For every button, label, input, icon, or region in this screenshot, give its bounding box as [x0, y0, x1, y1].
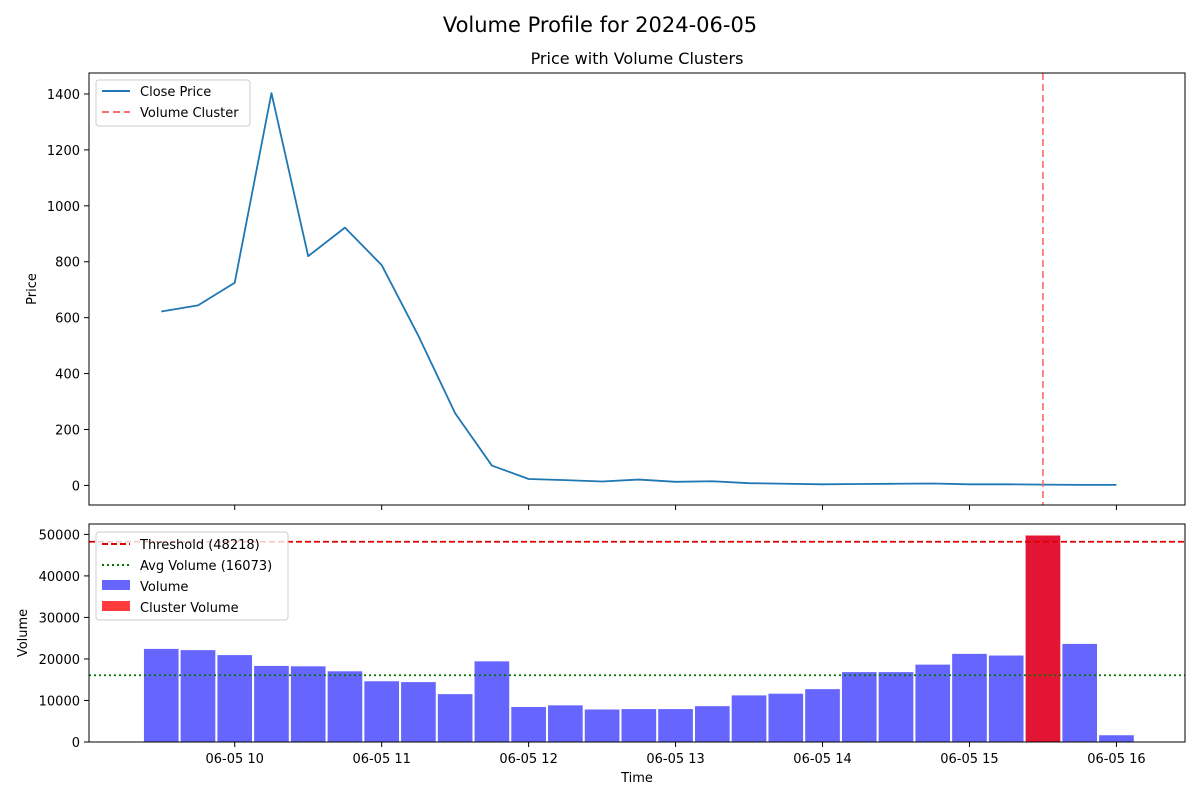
volume-bar [437, 693, 474, 743]
volume-bar [400, 681, 437, 743]
price-plot-frame [88, 72, 1186, 506]
price-legend-box [95, 79, 251, 127]
volume-bar [363, 680, 400, 743]
volume-plot-frame [88, 523, 1186, 743]
price-plot-area [89, 73, 1185, 505]
volume-x-tick-label: 06-05 11 [352, 752, 410, 767]
volume-legend: Threshold (48218) Avg Volume (16073) Vol… [95, 531, 289, 621]
volume-legend-box [95, 531, 289, 621]
volume-bar [804, 688, 841, 743]
volume-bar [620, 708, 657, 743]
volume-x-ticks: 06-05 10 06-05 11 06-05 12 06-05 13 06-05 14… [205, 742, 1146, 767]
price-y-tick-label: 0 [72, 479, 80, 494]
volume-bar [878, 671, 914, 743]
price-y-tick-label: 1000 [47, 200, 80, 215]
price-y-tick-label: 800 [55, 256, 80, 271]
volume-bar [731, 694, 767, 743]
volume-bar [473, 660, 510, 743]
legend-cluster-volume-swatch [102, 601, 130, 611]
price-panel: 0 200 400 600 800 1000 1200 1400 Price Close Pr… [25, 72, 1186, 510]
volume-y-tick-label: 30000 [39, 611, 80, 626]
volume-bar [326, 670, 363, 743]
volume-x-axis-label: Time [620, 771, 653, 786]
volume-x-tick-label: 06-05 10 [205, 752, 263, 767]
close-price-line [161, 92, 1117, 486]
volume-bar [253, 665, 290, 743]
volume-y-tick-label: 40000 [39, 570, 80, 585]
volume-bar [143, 648, 180, 743]
volume-y-axis-label: Volume [16, 609, 31, 657]
volume-bar [510, 706, 547, 743]
price-y-ticks: 0 200 400 600 800 1000 1200 1400 [47, 88, 89, 494]
chart-title: Volume Profile for 2024-06-05 [443, 13, 757, 37]
volume-x-tick-label: 06-05 14 [793, 752, 851, 767]
volume-y-ticks: 0 10000 20000 30000 40000 50000 [39, 528, 89, 751]
volume-plot-content [89, 534, 1185, 743]
volume-x-tick-label: 06-05 16 [1087, 752, 1145, 767]
price-y-tick-label: 600 [55, 312, 80, 327]
price-y-tick-label: 200 [55, 424, 80, 439]
legend-avg-volume: Avg Volume (16073) [140, 559, 272, 574]
volume-bar [1098, 734, 1135, 743]
volume-y-tick-label: 10000 [39, 694, 80, 709]
price-plot-content [161, 73, 1117, 505]
price-y-tick-label: 400 [55, 368, 80, 383]
volume-bar [547, 704, 584, 743]
price-y-tick-label: 1400 [47, 88, 80, 103]
volume-bar [767, 693, 804, 743]
volume-bar [914, 664, 951, 743]
volume-bar [657, 708, 694, 743]
volume-y-tick-label: 50000 [39, 528, 80, 543]
legend-close-price: Close Price [140, 85, 211, 100]
price-y-axis-label: Price [25, 273, 40, 305]
volume-bar [290, 665, 327, 743]
legend-cluster-volume: Cluster Volume [140, 601, 239, 616]
cluster-volume-bar [1025, 534, 1061, 743]
price-legend: Close Price Volume Cluster [95, 79, 251, 127]
price-x-ticks [234, 505, 1117, 510]
volume-x-tick-label: 06-05 15 [940, 752, 998, 767]
volume-bar [584, 708, 621, 743]
legend-threshold: Threshold (48218) [139, 538, 260, 553]
volume-bar [988, 654, 1025, 743]
legend-volume-cluster: Volume Cluster [140, 106, 239, 121]
volume-bar [951, 653, 988, 743]
price-y-tick-label: 1200 [47, 144, 80, 159]
volume-y-tick-label: 20000 [39, 653, 80, 668]
volume-bar [180, 649, 216, 743]
volume-bar [216, 654, 253, 743]
legend-volume: Volume [140, 580, 188, 595]
volume-bar [1061, 643, 1098, 743]
volume-x-tick-label: 06-05 13 [646, 752, 704, 767]
volume-bar [694, 705, 731, 743]
legend-volume-swatch [102, 580, 130, 590]
volume-x-tick-label: 06-05 12 [499, 752, 557, 767]
price-panel-title: Price with Volume Clusters [531, 49, 744, 68]
volume-y-tick-label: 0 [72, 736, 80, 751]
volume-bar [841, 671, 878, 743]
